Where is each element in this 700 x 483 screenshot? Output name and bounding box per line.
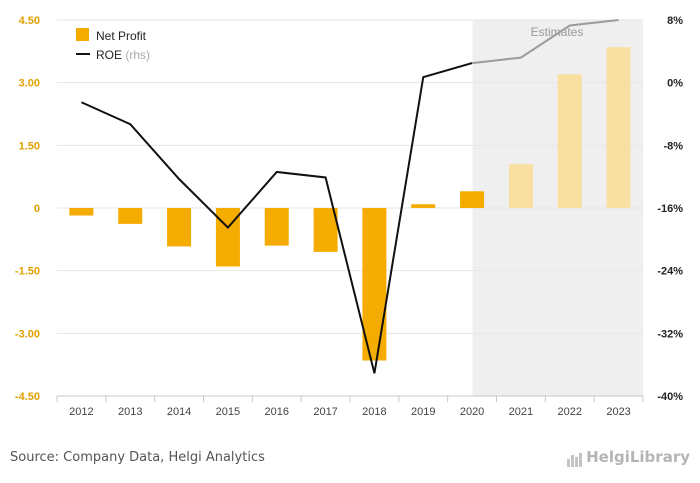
legend-label-roe: ROE (rhs) xyxy=(96,48,150,62)
x-tick-label: 2017 xyxy=(313,406,337,418)
legend-rhs-note: (rhs) xyxy=(125,48,150,62)
source-note: Source: Company Data, Helgi Analytics xyxy=(10,450,265,465)
y-tick-label-left: 0 xyxy=(34,203,40,215)
y-tick-label-left: 1.50 xyxy=(19,140,40,152)
y-tick-label-right: 8% xyxy=(667,15,683,27)
y-tick-label-right: -40% xyxy=(657,391,683,403)
bar xyxy=(362,208,387,361)
y-tick-label-right: -16% xyxy=(657,203,683,215)
brand-name: HelgiLibrary xyxy=(586,448,690,466)
bar xyxy=(167,208,192,247)
legend-label-net-profit: Net Profit xyxy=(96,29,147,43)
x-tick-label: 2012 xyxy=(69,406,93,418)
bar xyxy=(118,208,143,224)
y-tick-label-left: -1.50 xyxy=(15,266,40,278)
y-tick-label-left: -3.00 xyxy=(15,328,40,340)
x-tick-label: 2013 xyxy=(118,406,142,418)
x-tick-label: 2019 xyxy=(411,406,435,418)
bar xyxy=(264,208,289,246)
y-tick-label-left: 4.50 xyxy=(19,15,40,27)
x-tick-label: 2020 xyxy=(460,406,484,418)
roe-line xyxy=(81,62,473,374)
bar xyxy=(557,74,582,208)
library-icon xyxy=(567,449,583,467)
x-tick-label: 2021 xyxy=(509,406,533,418)
x-tick-label: 2018 xyxy=(362,406,386,418)
y-tick-label-right: -24% xyxy=(657,266,683,278)
brand-logo: HelgiLibrary xyxy=(567,448,690,467)
estimates-label: Estimates xyxy=(531,25,584,39)
bar xyxy=(508,164,533,208)
x-tick-label: 2015 xyxy=(216,406,240,418)
y-tick-label-left: 3.00 xyxy=(19,78,40,90)
bar xyxy=(69,208,94,216)
legend-swatch-net-profit xyxy=(76,28,89,41)
x-tick-label: 2014 xyxy=(167,406,191,418)
x-tick-label: 2022 xyxy=(558,406,582,418)
y-tick-label-right: -32% xyxy=(657,328,683,340)
bar xyxy=(411,204,436,208)
roe-line-estimate xyxy=(471,19,619,65)
bar xyxy=(460,191,485,208)
x-tick-label: 2016 xyxy=(265,406,289,418)
y-tick-label-left: -4.50 xyxy=(15,391,40,403)
bar xyxy=(606,47,631,209)
x-tick-label: 2023 xyxy=(606,406,630,418)
y-tick-label-right: 0% xyxy=(667,78,683,90)
bar xyxy=(313,208,338,252)
chart-svg: Estimates 4.50 3.00 1.50 0 -1.50 -3.00 -4.50 8% 0… xyxy=(15,15,683,418)
y-tick-label-right: -8% xyxy=(663,140,683,152)
